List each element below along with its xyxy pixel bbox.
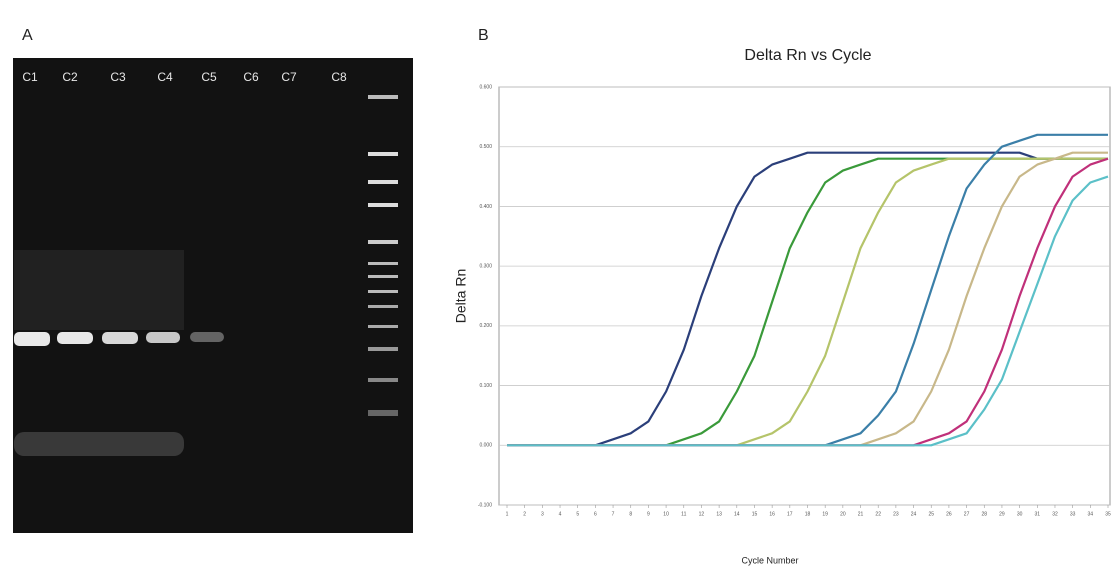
x-tick-label: 28 <box>981 511 987 517</box>
x-axis-label: Cycle Number <box>741 555 798 565</box>
y-axis-label: Delta Rn <box>453 269 469 323</box>
gel-bands <box>14 95 398 456</box>
x-tick-label: 29 <box>999 511 1005 517</box>
y-tick-label: 0.400 <box>479 204 492 210</box>
x-tick-label: 20 <box>840 511 846 517</box>
lane-label: C7 <box>281 70 297 84</box>
x-tick-label: 5 <box>576 511 579 517</box>
x-tick-label: 12 <box>699 511 705 517</box>
lane-label: C5 <box>201 70 217 84</box>
x-tick-label: 10 <box>663 511 669 517</box>
lane-label: C3 <box>110 70 126 84</box>
y-tick-label: 0.100 <box>479 383 492 389</box>
x-tick-label: 8 <box>629 511 632 517</box>
x-tick-label: 11 <box>681 511 686 517</box>
x-tick-label: 4 <box>559 511 562 517</box>
x-tick-label: 26 <box>946 511 952 517</box>
lane-labels: C1 C2 C3 C4 C5 C6 C7 C8 <box>22 70 347 84</box>
x-tick-label: 9 <box>647 511 650 517</box>
x-tick-label: 18 <box>805 511 811 517</box>
x-tick-label: 3 <box>541 511 544 517</box>
panel-label: B <box>478 27 489 44</box>
y-tick-label: 0.500 <box>479 144 492 150</box>
x-tick-label: 25 <box>928 511 934 517</box>
x-tick-label: 16 <box>769 511 775 517</box>
x-tick-label: 33 <box>1070 511 1076 517</box>
x-tick-label: 24 <box>911 511 917 517</box>
chart-title: Delta Rn vs Cycle <box>744 47 871 64</box>
x-tick-label: 14 <box>734 511 740 517</box>
panel-label: A <box>22 27 33 44</box>
data-line <box>507 157 1109 447</box>
x-tick-label: 23 <box>893 511 899 517</box>
x-tick-label: 2 <box>523 511 526 517</box>
data-line <box>507 151 1108 447</box>
y-tick-label: 0.200 <box>479 323 492 329</box>
x-tick-label: 13 <box>716 511 722 517</box>
x-tick-label: 21 <box>858 511 864 517</box>
x-tick-label: 31 <box>1035 511 1041 517</box>
plot-frame <box>498 86 1111 506</box>
y-tick-label: 0.000 <box>479 443 492 449</box>
lane-label: C1 <box>22 70 38 84</box>
x-tick-label: 19 <box>822 511 828 517</box>
x-tick-label: 6 <box>594 511 597 517</box>
y-tick-label: -0.100 <box>478 502 492 508</box>
lane-label: C4 <box>157 70 173 84</box>
lane-label: C2 <box>62 70 78 84</box>
x-tick-label: 7 <box>612 511 615 517</box>
x-tick-label: 17 <box>787 511 793 517</box>
y-tick-label: 0.300 <box>479 263 492 269</box>
x-tick-label: 27 <box>964 511 970 517</box>
x-tick-label: 22 <box>875 511 881 517</box>
x-tick-label: 34 <box>1088 511 1094 517</box>
y-tick-label: 0.600 <box>479 84 492 90</box>
x-tick-label: 30 <box>1017 511 1023 517</box>
x-tick-label: 1 <box>506 511 509 517</box>
lane-label: C6 <box>243 70 259 84</box>
data-line <box>507 175 1109 447</box>
x-tick-label: 35 <box>1105 511 1111 517</box>
x-tick-label: 32 <box>1052 511 1058 517</box>
lane-label: C8 <box>331 70 347 84</box>
x-tick-label: 15 <box>752 511 758 517</box>
